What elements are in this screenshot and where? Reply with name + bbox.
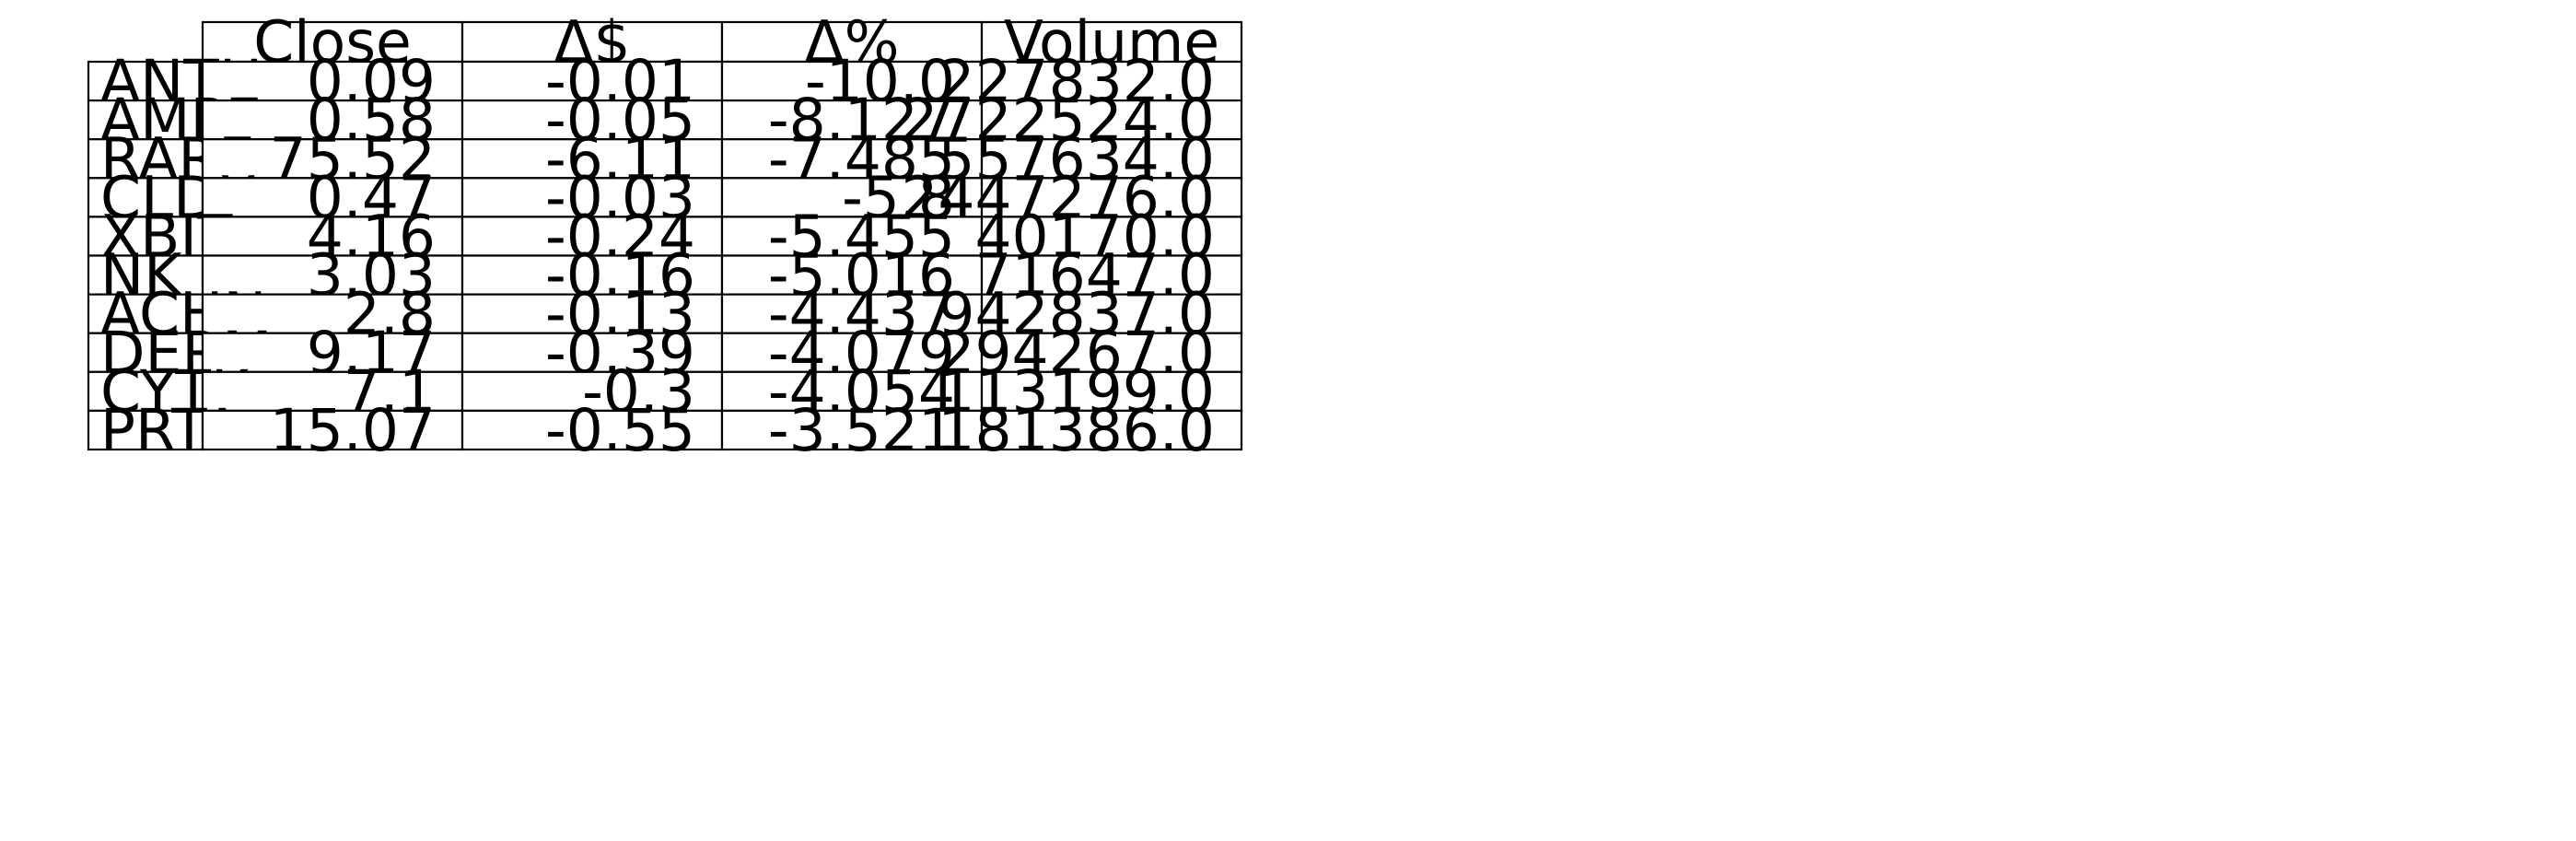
data-cell (460, 216, 724, 257)
table-row: NK 3.03 -0.16 -5.016 71647.0 (87, 242, 1243, 310)
data-cell (201, 409, 464, 451)
data-cell (720, 370, 984, 412)
cell-value: -3.521 (768, 397, 955, 464)
data-cell (201, 177, 464, 218)
data-cell (460, 293, 724, 334)
data-cell (980, 293, 1243, 334)
cell-value: 15.07 (270, 397, 436, 464)
data-cell (201, 370, 464, 412)
row-label-cell (87, 293, 204, 334)
cell-value: -0.55 (545, 397, 695, 464)
data-cell (980, 138, 1243, 180)
data-cell (720, 60, 984, 102)
data-cell (460, 370, 724, 412)
row-label-cell (87, 332, 204, 373)
data-cell (720, 254, 984, 296)
row-label-cell (87, 409, 204, 451)
data-cell (720, 293, 984, 334)
data-cell (980, 409, 1243, 451)
data-cell (720, 138, 984, 180)
row-label-cell (87, 370, 204, 412)
data-cell (720, 409, 984, 451)
row-label-cell (87, 138, 204, 180)
data-cell (460, 138, 724, 180)
data-cell (980, 99, 1243, 141)
data-cell (980, 254, 1243, 296)
data-cell (460, 409, 724, 451)
data-cell (980, 60, 1243, 102)
cell-value: 181386.0 (938, 397, 1215, 464)
data-cell (720, 177, 984, 218)
data-cell (980, 216, 1243, 257)
data-cell (980, 332, 1243, 373)
data-cell (460, 254, 724, 296)
header-cell (460, 20, 724, 64)
data-cell (201, 332, 464, 373)
header-cell (201, 20, 464, 64)
